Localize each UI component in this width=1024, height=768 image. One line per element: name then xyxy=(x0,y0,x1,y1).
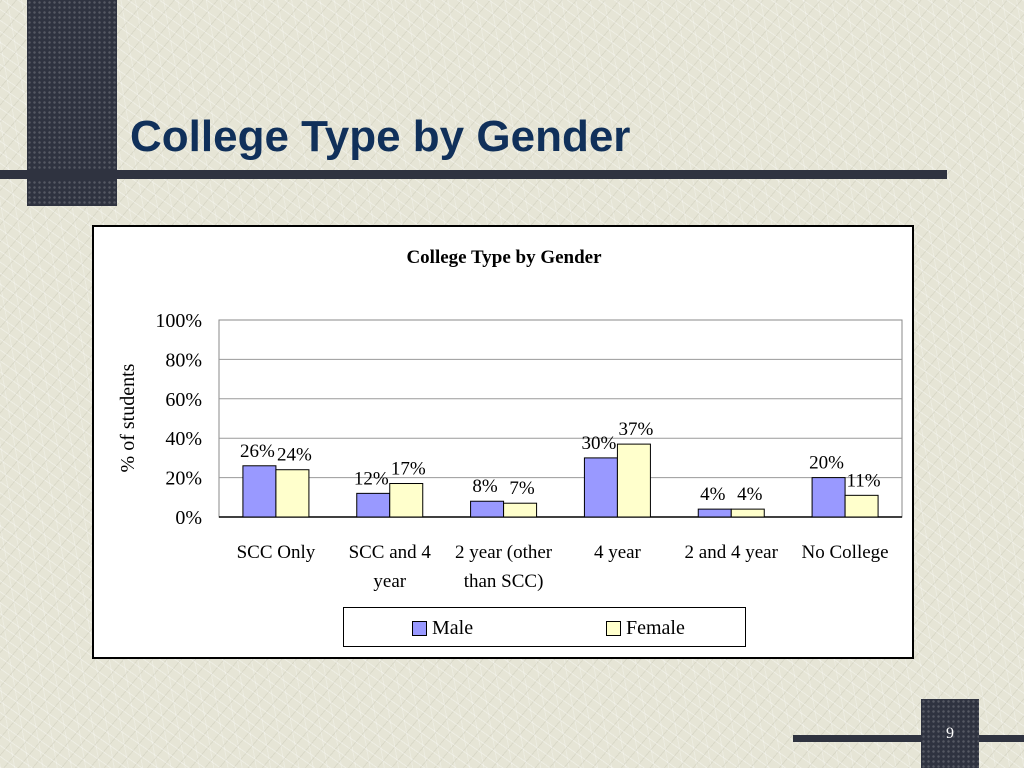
x-tick-label: year xyxy=(373,571,406,592)
x-tick-label: 4 year xyxy=(594,542,642,563)
chart-panel: College Type by Gender % of students 26%… xyxy=(92,225,914,659)
x-tick-label: 2 year (other xyxy=(455,542,553,563)
bar-female xyxy=(503,502,538,518)
data-labels: 26% 24% 12% 17% 8% 7% 30%37% 4% 4% 20%11% xyxy=(240,419,881,505)
legend-entry-female: Female xyxy=(606,617,685,640)
legend-swatch-male xyxy=(412,621,427,636)
data-label: 20% xyxy=(809,453,844,474)
page-number: 9 xyxy=(946,725,954,742)
y-tick-label: 20% xyxy=(165,468,202,490)
bar-chart: College Type by Gender % of students 26%… xyxy=(117,247,903,592)
legend-swatch-female xyxy=(606,621,621,636)
data-label: 12% xyxy=(354,468,389,489)
bar-female xyxy=(616,443,651,518)
data-label: 24% xyxy=(277,445,312,466)
x-tick-labels: SCC Only SCC and 4 year 2 year (other than S… xyxy=(237,542,889,592)
bar-female xyxy=(275,469,310,518)
bar-male xyxy=(583,457,618,518)
data-label: 8% xyxy=(472,476,498,497)
data-label: 37% xyxy=(619,419,654,440)
bars xyxy=(242,443,879,518)
bar-female xyxy=(844,494,879,518)
decorative-rule-bottom xyxy=(793,735,1024,742)
data-label: 4% xyxy=(700,484,726,505)
legend-label-female: Female xyxy=(626,617,685,639)
gridlines xyxy=(218,319,903,518)
bar-female xyxy=(389,483,424,518)
chart-legend: Male Female xyxy=(343,607,746,647)
data-label: 11% xyxy=(847,470,881,491)
bar-male xyxy=(242,465,277,518)
legend-label-male: Male xyxy=(432,617,474,639)
bar-male xyxy=(697,508,732,518)
y-tick-label: 40% xyxy=(165,428,202,450)
plot-area-border xyxy=(218,319,903,518)
bar-male xyxy=(356,492,391,518)
y-tick-label: 100% xyxy=(155,310,202,332)
data-label: 26% xyxy=(240,441,275,462)
data-label: 4% xyxy=(737,484,763,505)
x-tick-label: SCC and 4 xyxy=(349,542,432,563)
y-tick-label: 0% xyxy=(175,507,202,529)
x-tick-label: No College xyxy=(802,542,889,563)
slide-title: College Type by Gender xyxy=(130,112,631,161)
x-tick-label: than SCC) xyxy=(464,571,544,592)
bar-male xyxy=(811,477,846,518)
data-label: 17% xyxy=(391,459,426,480)
y-tick-label: 80% xyxy=(165,349,202,371)
y-tick-label: 60% xyxy=(165,389,202,411)
bar-female xyxy=(730,508,765,518)
bar-male xyxy=(470,500,505,518)
decorative-rule-top xyxy=(0,170,947,179)
chart-title: College Type by Gender xyxy=(406,247,602,268)
data-label: 30% xyxy=(582,433,617,454)
legend-entry-male: Male xyxy=(412,617,473,640)
decorative-block-bottom xyxy=(921,699,979,768)
x-tick-label: SCC Only xyxy=(237,542,316,563)
y-axis-label: % of students xyxy=(117,363,139,472)
data-label: 7% xyxy=(509,478,535,499)
x-tick-label: 2 and 4 year xyxy=(685,542,779,563)
y-tick-labels: 0% 20% 40% 60% 80% 100% xyxy=(155,310,202,529)
